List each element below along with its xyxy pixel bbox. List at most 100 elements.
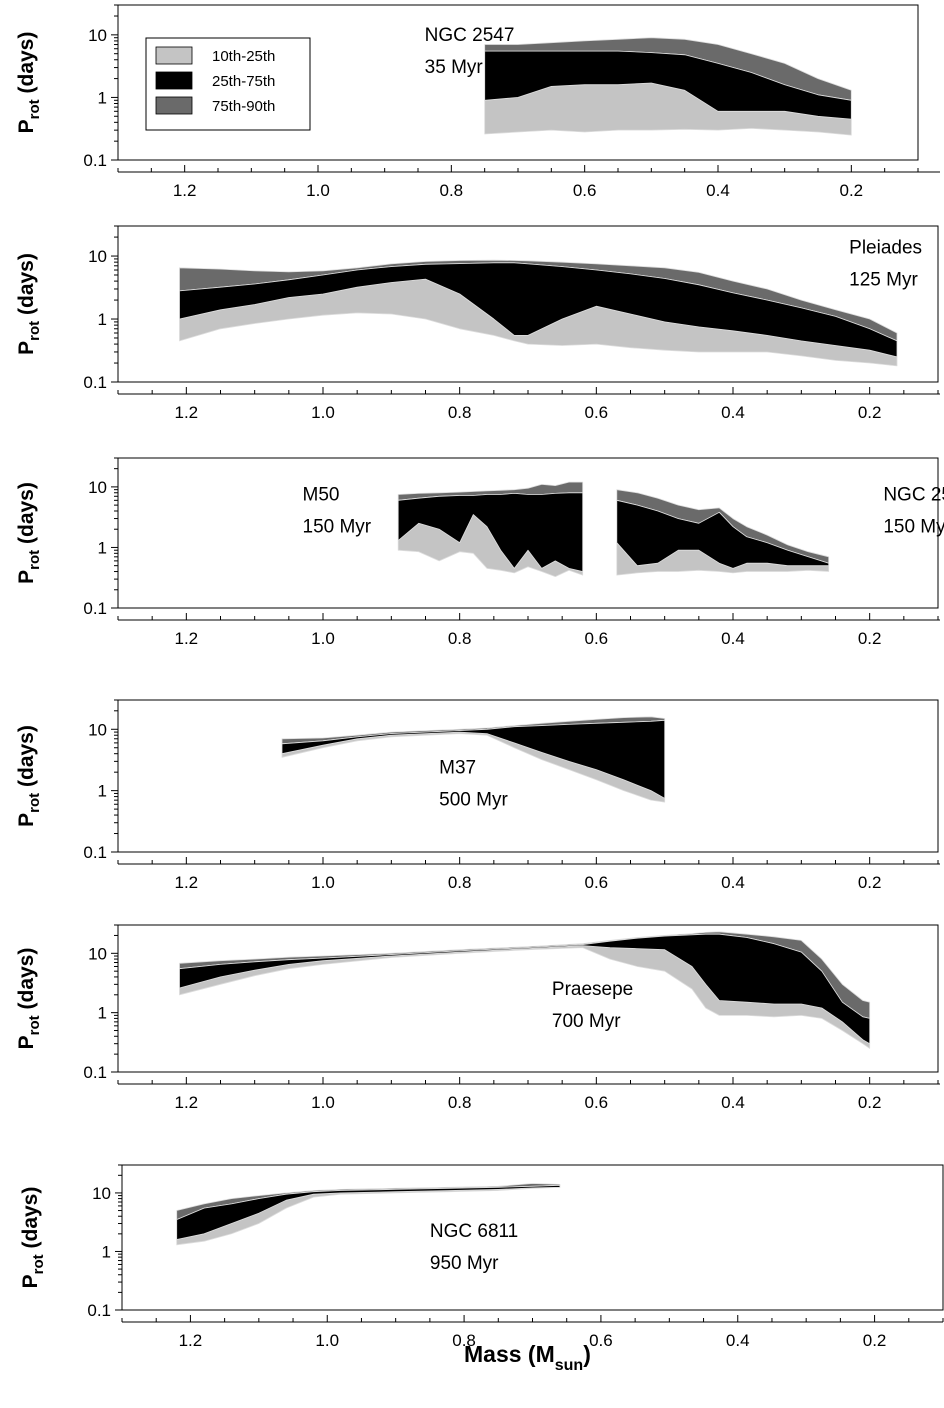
x-tick-label: 0.8 — [448, 403, 472, 422]
legend-swatch — [155, 46, 193, 65]
x-tick-label: 0.6 — [573, 181, 597, 200]
x-tick-label: 0.8 — [448, 629, 472, 648]
y-axis-label: Prot (days) — [15, 725, 43, 827]
legend-swatch — [155, 71, 193, 90]
cluster-annotation: M37 — [439, 758, 476, 779]
x-tick-label: 0.4 — [721, 1093, 745, 1112]
y-tick-label: 1 — [98, 782, 107, 801]
panel-6: 0.1 1 10 1.2 1.0 0.8 0.6 0.4 0.2 Prot (days) NGC 6… — [19, 1164, 944, 1350]
x-tick-label: 1.2 — [179, 1331, 203, 1350]
x-tick-label: 1.2 — [175, 1093, 199, 1112]
y-tick-label: 1 — [98, 88, 107, 107]
y-tick-label: 0.1 — [83, 1063, 107, 1082]
y-tick-label: 1 — [98, 538, 107, 557]
band-25-75 — [179, 262, 898, 358]
band-25-75 — [397, 492, 584, 572]
cluster-annotation: 700 Myr — [552, 1011, 621, 1032]
x-tick-label: 1.2 — [175, 873, 199, 892]
band-25-75 — [176, 1184, 561, 1240]
y-tick-label: 0.1 — [87, 1301, 111, 1320]
y-tick-label: 0.1 — [83, 843, 107, 862]
cluster-annotation: 950 Myr — [430, 1253, 499, 1274]
y-tick-label: 10 — [88, 944, 107, 963]
x-tick-label: 0.2 — [858, 1093, 882, 1112]
x-tick-label: 0.8 — [452, 1331, 476, 1350]
x-tick-label: 1.0 — [311, 403, 335, 422]
cluster-annotation: 125 Myr — [849, 269, 918, 290]
legend-label: 10th-25th — [212, 48, 275, 65]
x-tick-label: 0.6 — [585, 403, 609, 422]
cluster-annotation: Pleiades — [849, 237, 922, 258]
x-axis-label-close: ) — [583, 1341, 591, 1367]
y-tick-label: 10 — [92, 1184, 111, 1203]
x-tick-label: 0.2 — [863, 1331, 887, 1350]
x-tick-label: 0.4 — [706, 181, 730, 200]
cluster-annotation: M50 — [303, 484, 340, 505]
x-tick-label: 0.6 — [585, 873, 609, 892]
panel-3: 0.1 1 10 1.2 1.0 0.8 0.6 0.4 0.2 Prot (days) M50 15… — [15, 457, 944, 648]
x-tick-label: 1.2 — [175, 629, 199, 648]
y-tick-label: 1 — [98, 310, 107, 329]
legend-label: 75th-90th — [212, 98, 275, 115]
x-tick-label: 0.8 — [440, 181, 464, 200]
panel-2: 0.1 1 10 1.2 1.0 0.8 0.6 0.4 0.2 Prot (days) Pleia… — [15, 225, 940, 422]
x-tick-label: 0.2 — [858, 403, 882, 422]
cluster-annotation: NGC 6811 — [430, 1221, 518, 1242]
y-tick-label: 10 — [88, 26, 107, 45]
cluster-annotation: 500 Myr — [439, 790, 508, 811]
cluster-annotation: Praesepe — [552, 979, 633, 1000]
band-25-75 — [616, 499, 830, 569]
y-tick-label: 10 — [88, 478, 107, 497]
x-tick-label: 0.6 — [589, 1331, 613, 1350]
x-tick-label: 1.0 — [311, 873, 335, 892]
x-tick-label: 0.4 — [726, 1331, 750, 1350]
x-tick-label: 0.2 — [858, 873, 882, 892]
cluster-annotation: 150 Myr — [883, 516, 944, 537]
panel-frame — [117, 225, 939, 383]
x-tick-label: 0.2 — [840, 181, 864, 200]
x-tick-label: 0.2 — [858, 629, 882, 648]
x-tick-label: 0.4 — [721, 403, 745, 422]
cluster-annotation: 35 Myr — [425, 57, 484, 78]
y-tick-label: 10 — [88, 720, 107, 739]
band-25-75 — [484, 50, 852, 120]
y-tick-label: 0.1 — [83, 151, 107, 170]
legend: 10th-25th 25th-75th 75th-90th — [145, 37, 311, 131]
x-tick-label: 0.6 — [585, 629, 609, 648]
x-axis-label-sub: sun — [555, 1357, 583, 1374]
x-tick-label: 1.0 — [311, 629, 335, 648]
panel-frame — [117, 699, 939, 853]
legend-swatch — [155, 96, 193, 115]
y-axis-label: Prot (days) — [15, 948, 43, 1050]
cluster-annotation: NGC 2516 — [883, 484, 944, 505]
cluster-annotation: 150 Myr — [303, 516, 372, 537]
y-tick-label: 10 — [88, 247, 107, 266]
y-tick-label: 0.1 — [83, 599, 107, 618]
panels-layer: 0.1 1 10 1.2 1.0 0.8 0.6 0.4 0.2 Prot (days) NGC 2… — [15, 4, 944, 1350]
panel-1: 0.1 1 10 1.2 1.0 0.8 0.6 0.4 0.2 Prot (days) NGC 2… — [15, 4, 940, 200]
y-axis-label: Prot (days) — [15, 253, 43, 355]
x-tick-label: 1.0 — [315, 1331, 339, 1350]
panel-4: 0.1 1 10 1.2 1.0 0.8 0.6 0.4 0.2 Prot (days) M37 50… — [15, 699, 940, 892]
y-axis-label: Prot (days) — [19, 1187, 47, 1289]
y-axis-label: Prot (days) — [15, 32, 43, 134]
panel-frame — [121, 1164, 944, 1311]
legend-label: 25th-75th — [212, 73, 275, 90]
panel-frame — [117, 924, 939, 1073]
x-tick-label: 1.2 — [175, 403, 199, 422]
x-axis-label-main: Mass (M — [464, 1341, 555, 1367]
x-tick-label: 1.2 — [173, 181, 197, 200]
panel-frame — [117, 4, 919, 161]
x-tick-label: 1.0 — [306, 181, 330, 200]
y-tick-label: 1 — [102, 1242, 111, 1261]
cluster-annotation: NGC 2547 — [425, 25, 515, 46]
x-tick-label: 0.4 — [721, 629, 745, 648]
band-25-75 — [179, 933, 871, 1045]
x-tick-label: 0.8 — [448, 1093, 472, 1112]
x-tick-label: 0.8 — [448, 873, 472, 892]
panel-5: 0.1 1 10 1.2 1.0 0.8 0.6 0.4 0.2 Prot (days) Praes… — [15, 924, 940, 1112]
y-tick-label: 0.1 — [83, 373, 107, 392]
panel-frame — [117, 457, 939, 609]
x-tick-label: 1.0 — [311, 1093, 335, 1112]
